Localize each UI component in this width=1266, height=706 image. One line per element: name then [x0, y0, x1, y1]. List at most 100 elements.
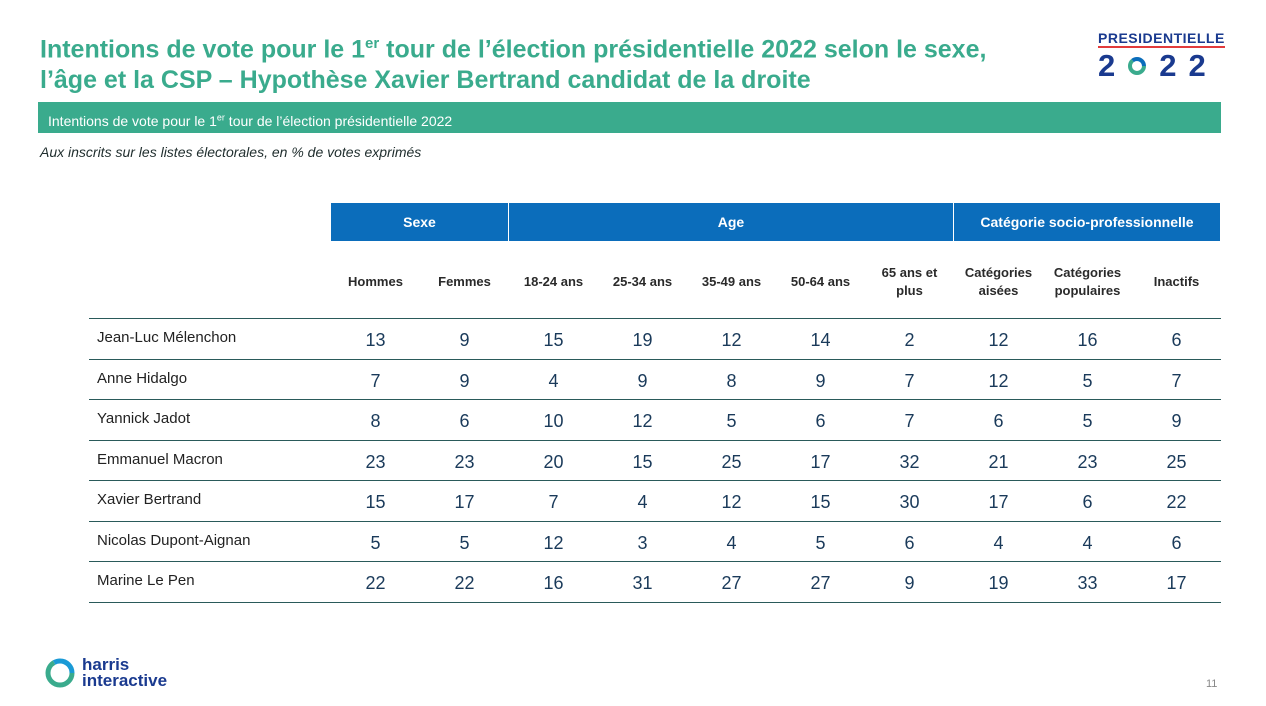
ring-icon — [1128, 57, 1147, 75]
table-cell: 5 — [370, 532, 381, 553]
page-title: Intentions de vote pour le 1er tour de l… — [40, 28, 1060, 96]
logo-digit: 2 — [1098, 48, 1116, 83]
table-subtitle: Aux inscrits sur les listes électorales,… — [40, 144, 422, 160]
harris-ring-icon — [45, 658, 75, 688]
table-cell: 21 — [988, 451, 1009, 472]
candidate-name: Anne Hidalgo — [97, 369, 188, 387]
table-cell: 13 — [365, 330, 386, 350]
table-cell: 9 — [459, 330, 470, 350]
table-cell: 4 — [548, 370, 559, 391]
table-cell: 6 — [1171, 532, 1182, 553]
table-cell: 23 — [454, 451, 475, 472]
table-cell: 5 — [1082, 370, 1093, 391]
row-divider — [89, 601, 1221, 603]
row-divider — [89, 318, 1221, 319]
table-cell: 22 — [454, 573, 475, 593]
table-cell: 6 — [1171, 330, 1182, 350]
table-cell: 12 — [988, 370, 1009, 391]
table-cell: 20 — [543, 451, 564, 472]
group-header: Age — [509, 203, 953, 241]
row-divider — [89, 520, 1221, 522]
row-divider — [89, 358, 1221, 360]
table-cell: 17 — [810, 451, 831, 472]
logo-top-text: PRESIDENTIELLE — [1098, 30, 1225, 48]
table-cell: 12 — [543, 532, 564, 553]
table-cell: 4 — [726, 532, 737, 553]
candidate-name: Xavier Bertrand — [97, 491, 202, 508]
table-cell: 16 — [543, 573, 564, 593]
table-cell: 5 — [726, 411, 737, 431]
table-cell: 19 — [988, 573, 1009, 593]
table-cell: 23 — [1077, 451, 1098, 472]
table-cell: 6 — [904, 532, 915, 553]
table-cell: 15 — [543, 330, 564, 350]
section-banner: Intentions de vote pour le 1er tour de l… — [38, 102, 1221, 133]
table-cell: 4 — [993, 532, 1004, 553]
table-cell: 7 — [370, 370, 381, 391]
column-header: Catégories populaires — [1053, 265, 1122, 298]
table-cell: 3 — [637, 532, 648, 553]
row-divider — [89, 480, 1221, 481]
table-cell: 12 — [632, 411, 653, 431]
table-cell: 9 — [1171, 411, 1182, 431]
group-header: Sexe — [331, 203, 508, 241]
table-cell: 5 — [459, 532, 470, 553]
table-cell: 17 — [988, 492, 1009, 512]
table-cell: 17 — [454, 492, 475, 512]
brand-line-2: interactive — [82, 671, 168, 690]
harris-interactive-logo: harris interactive — [44, 655, 168, 690]
column-header: 18-24 ans — [523, 274, 584, 289]
table-cell: 16 — [1077, 330, 1098, 350]
table-cell: 9 — [637, 370, 648, 391]
table-cell: 25 — [1166, 451, 1187, 472]
candidate-name: Emmanuel Macron — [97, 450, 223, 468]
table-cell: 12 — [721, 492, 742, 512]
table-cell: 6 — [1082, 492, 1093, 512]
logo-year: 2 2 2 — [1098, 50, 1222, 82]
table-cell: 22 — [365, 573, 386, 593]
title-line-1: Intentions de vote pour le 1er tour de l… — [40, 35, 987, 64]
presidentielle-2022-logo: PRESIDENTIELLE 2 2 2 — [1098, 30, 1225, 82]
brand-line-1: harris — [82, 655, 130, 674]
table-cell: 27 — [721, 573, 742, 593]
column-header: 50-64 ans — [790, 274, 851, 289]
table-cell: 5 — [815, 532, 826, 553]
candidate-name: Marine Le Pen — [97, 572, 195, 589]
table-cell: 23 — [365, 451, 386, 472]
table-cell: 9 — [904, 573, 915, 593]
table-cell: 12 — [721, 330, 742, 350]
logo-digit: 2 — [1159, 48, 1177, 83]
table-cell: 31 — [632, 573, 653, 593]
table-cell: 14 — [810, 330, 831, 350]
row-divider — [89, 399, 1221, 400]
table-cell: 9 — [815, 370, 826, 391]
table-cell: 2 — [904, 330, 915, 350]
candidate-name: Jean-Luc Mélenchon — [97, 329, 237, 346]
title-line-2: l’âge et la CSP – Hypothèse Xavier Bertr… — [40, 66, 811, 95]
row-divider — [89, 439, 1221, 441]
table-cell: 15 — [632, 451, 653, 472]
table-cell: 9 — [459, 370, 470, 391]
candidate-name: Nicolas Dupont-Aignan — [97, 531, 251, 549]
table-cell: 19 — [632, 330, 653, 350]
table-cell: 7 — [548, 492, 559, 512]
table-cell: 32 — [899, 451, 920, 472]
table-cell: 25 — [721, 451, 742, 472]
column-header: Hommes — [348, 274, 403, 289]
column-header: Femmes — [438, 274, 491, 289]
table-cell: 8 — [370, 411, 381, 431]
table-cell: 27 — [810, 573, 831, 593]
table-cell: 12 — [988, 330, 1009, 350]
table-cell: 6 — [459, 411, 470, 431]
group-header: Catégorie socio-professionnelle — [954, 203, 1220, 241]
column-header: Catégories aisées — [964, 265, 1033, 298]
table-cell: 17 — [1166, 573, 1187, 593]
row-divider — [89, 561, 1221, 562]
table-cell: 4 — [637, 492, 648, 512]
table-cell: 7 — [1171, 370, 1182, 391]
column-header: Inactifs — [1153, 274, 1200, 289]
candidate-name: Yannick Jadot — [97, 410, 191, 427]
table-cell: 6 — [815, 411, 826, 431]
table-cell: 22 — [1166, 492, 1187, 512]
table-cell: 8 — [726, 370, 737, 391]
